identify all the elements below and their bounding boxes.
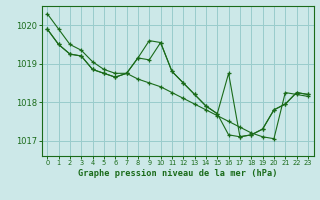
X-axis label: Graphe pression niveau de la mer (hPa): Graphe pression niveau de la mer (hPa) (78, 169, 277, 178)
